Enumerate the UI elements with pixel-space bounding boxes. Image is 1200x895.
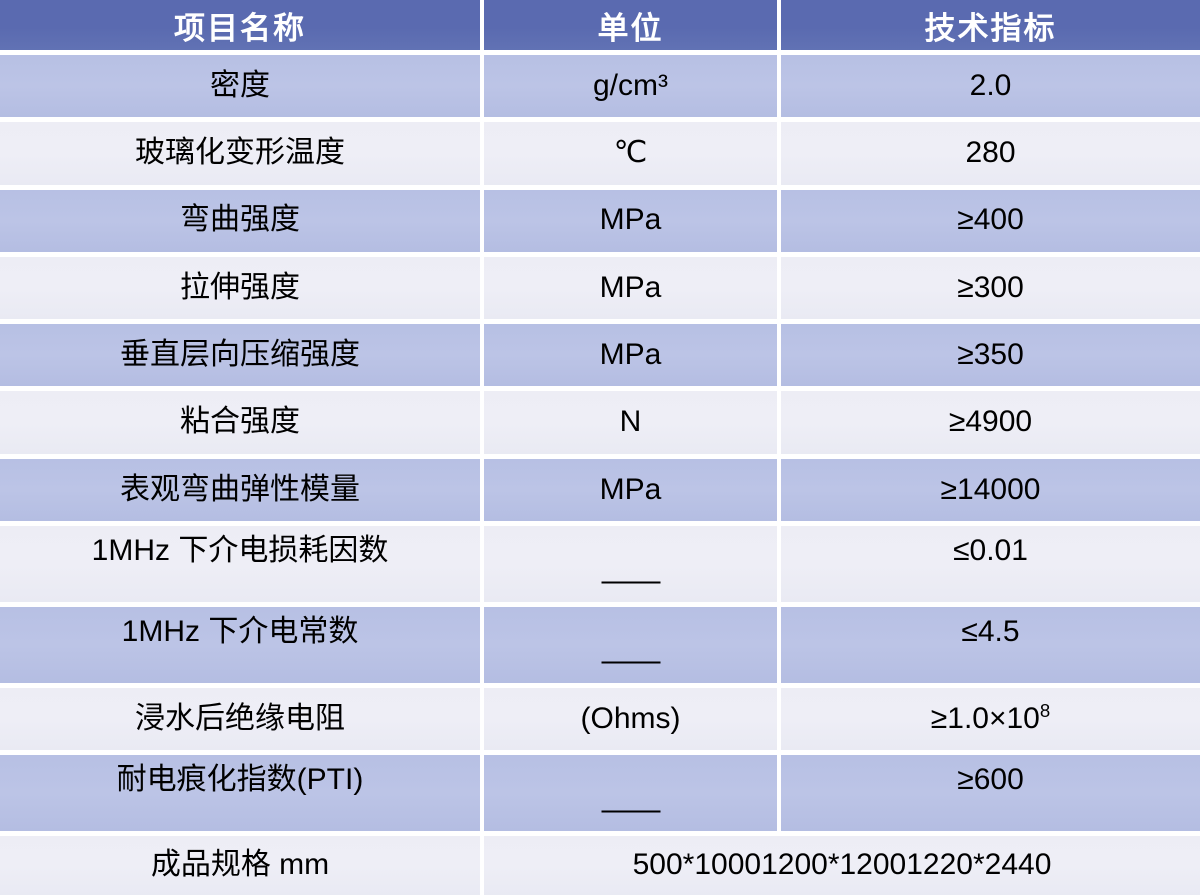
cell-spec: ≥600 [781, 755, 1200, 837]
table-row: 耐电痕化指数(PTI) —— ≥600 [0, 755, 1200, 837]
table-row: 密度 g/cm³ 2.0 [0, 55, 1200, 123]
cell-spec: ≥350 [781, 324, 1200, 392]
table-header: 项目名称 单位 技术指标 [0, 0, 1200, 55]
cell-product-size: 500*10001200*12001220*2440 [484, 836, 1200, 895]
cell-spec: ≥1.0×108 [781, 687, 1200, 756]
cell-spec: 280 [781, 122, 1200, 190]
cell-item-name: 耐电痕化指数(PTI) [0, 755, 484, 837]
table-row: 弯曲强度 MPa ≥400 [0, 189, 1200, 257]
table-row: 玻璃化变形温度 ℃ 280 [0, 122, 1200, 190]
cell-spec: ≤4.5 [781, 607, 1200, 688]
cell-unit: MPa [484, 189, 781, 257]
cell-unit: —— [484, 607, 781, 688]
cell-item-name: 玻璃化变形温度 [0, 122, 484, 190]
cell-item-name: 1MHz 下介电损耗因数 [0, 526, 484, 607]
table-row: 粘合强度 N ≥4900 [0, 391, 1200, 459]
cell-unit: MPa [484, 458, 781, 527]
cell-spec: ≥4900 [781, 391, 1200, 459]
cell-unit: g/cm³ [484, 55, 781, 123]
cell-unit: —— [484, 526, 781, 607]
header-row: 项目名称 单位 技术指标 [0, 0, 1200, 55]
table-row: 1MHz 下介电损耗因数 —— ≤0.01 [0, 526, 1200, 607]
cell-unit: (Ohms) [484, 687, 781, 756]
column-header-item-name: 项目名称 [0, 0, 484, 55]
cell-spec: 2.0 [781, 55, 1200, 123]
cell-unit: —— [484, 755, 781, 837]
cell-unit: MPa [484, 324, 781, 392]
table-row: 1MHz 下介电常数 —— ≤4.5 [0, 607, 1200, 688]
cell-item-name: 粘合强度 [0, 391, 484, 459]
cell-spec: ≥14000 [781, 458, 1200, 527]
cell-spec: ≥400 [781, 189, 1200, 257]
column-header-technical-index: 技术指标 [781, 0, 1200, 55]
spec-mantissa: ≥1.0×10 [930, 701, 1040, 735]
cell-unit: MPa [484, 256, 781, 325]
table-row: 拉伸强度 MPa ≥300 [0, 256, 1200, 325]
cell-item-name: 浸水后绝缘电阻 [0, 687, 484, 756]
cell-item-name: 成品规格 mm [0, 836, 484, 895]
table-row: 成品规格 mm 500*10001200*12001220*2440 [0, 836, 1200, 895]
table-body: 密度 g/cm³ 2.0 玻璃化变形温度 ℃ 280 弯曲强度 MPa ≥400… [0, 55, 1200, 895]
table-row: 浸水后绝缘电阻 (Ohms) ≥1.0×108 [0, 687, 1200, 756]
cell-unit: N [484, 391, 781, 459]
cell-item-name: 拉伸强度 [0, 256, 484, 325]
table-row: 垂直层向压缩强度 MPa ≥350 [0, 324, 1200, 392]
spec-exponent: 8 [1039, 699, 1051, 721]
cell-item-name: 垂直层向压缩强度 [0, 324, 484, 392]
cell-spec: ≥300 [781, 256, 1200, 325]
cell-item-name: 密度 [0, 55, 484, 123]
cell-unit: ℃ [484, 122, 781, 190]
cell-spec: ≤0.01 [781, 526, 1200, 607]
cell-item-name: 表观弯曲弹性模量 [0, 458, 484, 527]
table-row: 表观弯曲弹性模量 MPa ≥14000 [0, 458, 1200, 527]
cell-item-name: 弯曲强度 [0, 189, 484, 257]
cell-item-name: 1MHz 下介电常数 [0, 607, 484, 688]
column-header-unit: 单位 [484, 0, 781, 55]
